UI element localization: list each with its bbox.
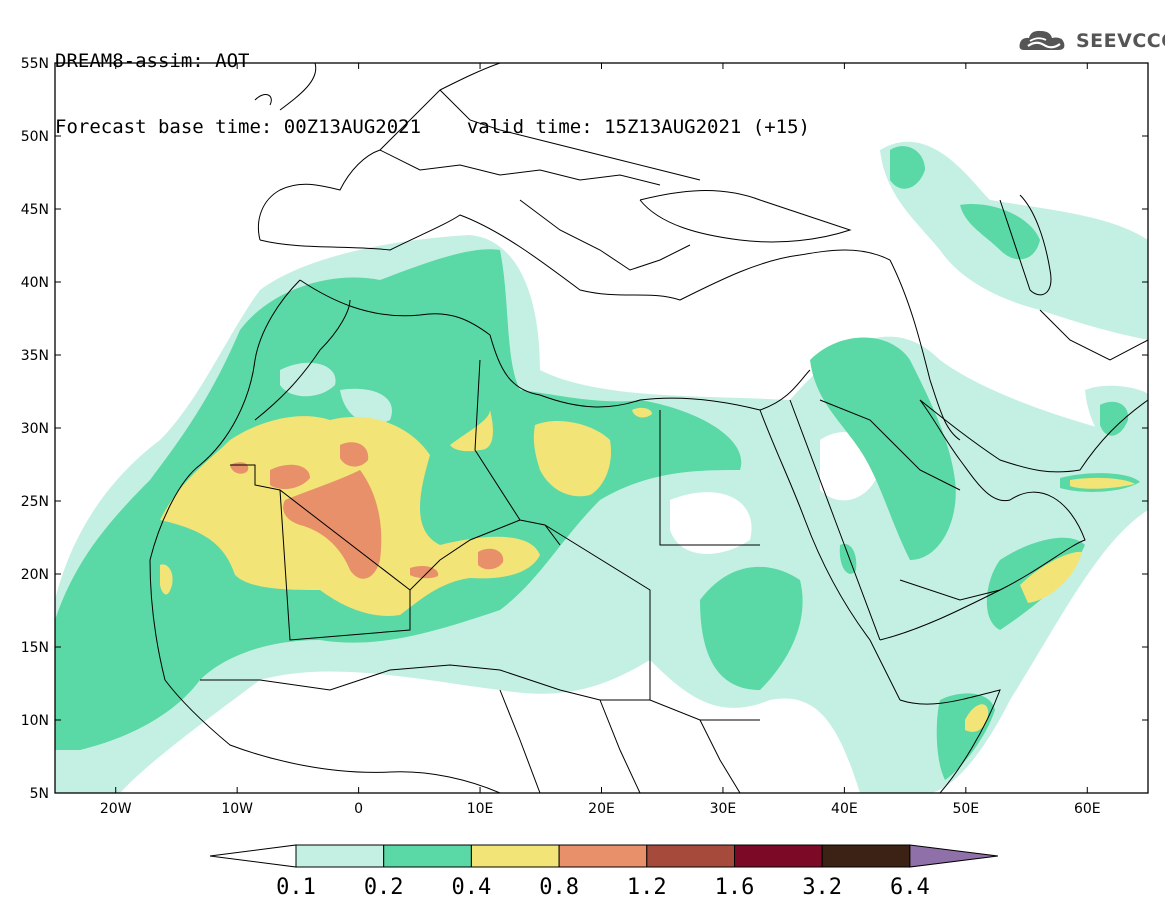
coastline-black-sea <box>639 190 852 243</box>
coastline-mediterranean-north <box>259 214 891 301</box>
coastlines-borders <box>149 63 1148 793</box>
colorbar-label: 3.2 <box>802 875 842 900</box>
border-sahel <box>200 664 760 721</box>
lat-label: 10N <box>21 713 49 729</box>
lat-label: 50N <box>21 129 49 145</box>
colorbar-swatch <box>383 844 472 868</box>
border-libya-egypt <box>659 410 760 546</box>
colorbar-swatch <box>821 844 911 868</box>
longitude-axis: 20W 10W 0 10E 20E 30E 40E 50E 60E <box>100 63 1101 817</box>
lat-label: 15N <box>21 640 49 656</box>
colorbar-swatch <box>646 844 735 868</box>
border-europe-2 <box>439 89 701 181</box>
aot-field <box>55 141 1148 793</box>
lat-label: 30N <box>21 421 49 437</box>
border-tunisia-libya <box>474 359 521 521</box>
logo-text: SEEVCCC <box>1076 30 1165 52</box>
colorbar-swatch <box>734 844 823 868</box>
cloud-logo-icon <box>1019 30 1065 50</box>
coastline-red-sea-east <box>789 399 881 641</box>
border-central-africa <box>499 689 741 793</box>
colorbar-high-arrow <box>909 844 998 868</box>
lon-label: 10W <box>221 801 253 817</box>
colorbar-label: 1.2 <box>627 875 667 900</box>
border-europe-1 <box>379 149 661 186</box>
valid-time-label: valid time: 15Z13AUG2021 (+15) <box>466 116 810 138</box>
lat-label: 35N <box>21 348 49 364</box>
border-sahara-1 <box>230 464 561 591</box>
border-balkans <box>519 199 691 271</box>
coastline-mediterranean-south <box>299 279 811 411</box>
colorbar-swatch <box>470 844 560 868</box>
coastline-british-isles <box>254 63 317 111</box>
colorbar-labels: 0.1 0.2 0.4 0.8 1.2 1.6 3.2 6.4 <box>276 875 930 900</box>
lon-label: 30E <box>710 801 737 817</box>
border-chad-sudan <box>544 524 651 700</box>
map-title: DREAM8-assim: AOT Forecast base time: 00… <box>55 6 810 160</box>
seevccc-logo: SEEVCCC <box>1018 26 1165 56</box>
colorbar-swatch <box>558 844 648 868</box>
lat-label: 5N <box>30 786 49 802</box>
lat-label: 25N <box>21 494 49 510</box>
border-algeria-morocco <box>254 299 351 421</box>
aot-inner-light <box>280 362 392 424</box>
coastline-caspian <box>999 194 1052 296</box>
colorbar-label: 0.8 <box>539 875 579 900</box>
title-times: Forecast base time: 00Z13AUG2021 valid t… <box>55 116 810 138</box>
lon-label: 20W <box>100 801 132 817</box>
colorbar-label: 1.6 <box>715 875 755 900</box>
border-sahara-2 <box>279 489 411 641</box>
lon-label: 50E <box>952 801 979 817</box>
coastline-red-sea-west <box>759 409 901 701</box>
latitude-axis: 55N 50N 45N 40N 35N 30N 25N 20N 15N 10N 5N <box>21 56 1148 802</box>
aot-level-0.8 <box>230 442 504 579</box>
colorbar-label: 0.2 <box>364 875 404 900</box>
lat-label: 45N <box>21 202 49 218</box>
lat-label: 20N <box>21 567 49 583</box>
lon-label: 40E <box>831 801 858 817</box>
title-product: DREAM8-assim: AOT <box>55 50 250 72</box>
coastline-arabia <box>879 399 1086 641</box>
lon-label: 20E <box>588 801 615 817</box>
coastline-africa-west <box>149 279 301 561</box>
border-arabia-north <box>819 399 961 491</box>
coastline-europe <box>379 63 501 151</box>
lat-label: 40N <box>21 275 49 291</box>
coastline-horn <box>899 689 1001 793</box>
coastline-africa-guinea <box>149 559 501 793</box>
lon-label: 10E <box>467 801 494 817</box>
colorbar-label: 6.4 <box>890 875 930 900</box>
lon-label: 60E <box>1074 801 1101 817</box>
colorbar-swatch <box>295 844 385 868</box>
colorbar-low-arrow <box>209 844 297 868</box>
border-iran-iraq <box>889 259 961 441</box>
coastline-gulf <box>919 399 1148 473</box>
colorbar: 0.1 0.2 0.4 0.8 1.2 1.6 3.2 6.4 <box>209 844 998 900</box>
border-arabia-yemen <box>899 579 1001 601</box>
border-iran-east <box>1039 309 1148 361</box>
lat-label: 55N <box>21 56 49 72</box>
lon-label: 0 <box>354 801 363 817</box>
colorbar-boxes <box>295 844 998 868</box>
base-time-label: Forecast base time: 00Z13AUG2021 <box>55 116 422 138</box>
colorbar-label: 0.1 <box>276 875 316 900</box>
colorbar-label: 0.4 <box>452 875 492 900</box>
coastline-iberia <box>257 149 381 241</box>
